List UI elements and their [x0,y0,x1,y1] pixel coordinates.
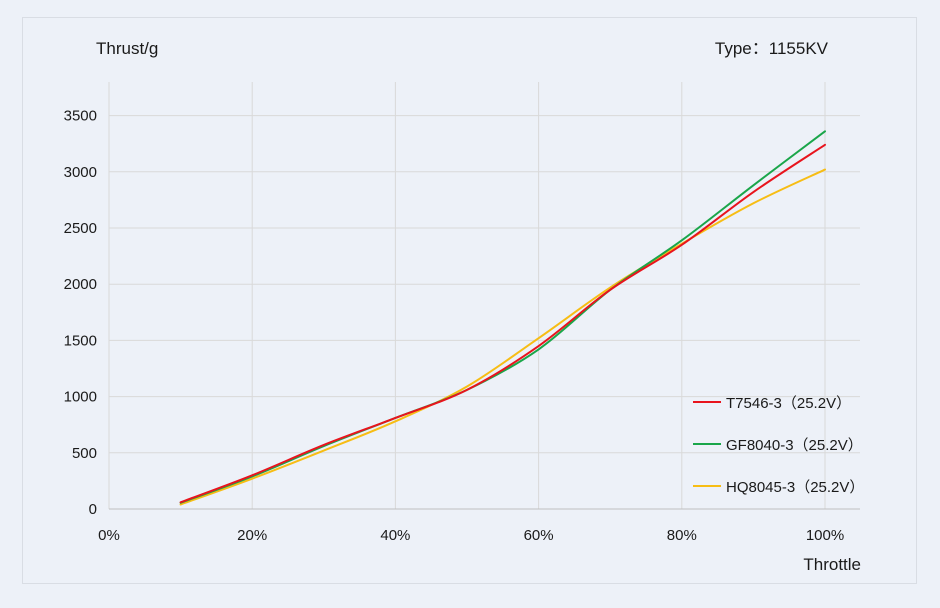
x-tick-label: 100% [806,527,844,544]
legend-label: GF8040-3（25.2V） [726,437,863,454]
series-line-1 [179,130,826,504]
y-tick-label: 3000 [64,164,97,181]
legend: T7546-3（25.2V） GF8040-3（25.2V） HQ8045-3（25… [693,395,864,496]
horizontal-gridlines [109,115,860,454]
y-axis-label: Thrust/g [96,39,158,58]
vertical-gridlines [108,82,826,509]
chart-panel [22,17,917,584]
y-tick-label: 500 [72,445,97,462]
chart-title: Type：1155KV [715,39,829,58]
y-tick-label: 1000 [64,389,97,406]
x-tick-label: 0% [98,527,120,544]
x-tick-label: 80% [667,527,697,544]
x-tick-label: 40% [380,527,410,544]
y-tick-label: 2500 [64,220,97,237]
y-tick-label: 0 [89,501,97,518]
y-tick-label: 2000 [64,276,97,293]
y-tick-label: 3500 [64,108,97,125]
y-tick-labels: 0 500 1000 1500 2000 2500 3000 3500 [64,108,97,518]
x-tick-label: 60% [524,527,554,544]
legend-label: HQ8045-3（25.2V） [726,479,864,496]
legend-label: T7546-3（25.2V） [726,395,851,412]
x-tick-label: 20% [237,527,267,544]
y-tick-label: 1500 [64,332,97,349]
x-tick-labels: 0% 20% 40% 60% 80% 100% [98,527,844,544]
x-axis-label: Throttle [803,555,861,574]
series-lines [179,130,826,506]
series-line-0 [179,143,826,504]
series-line-2 [179,168,826,506]
